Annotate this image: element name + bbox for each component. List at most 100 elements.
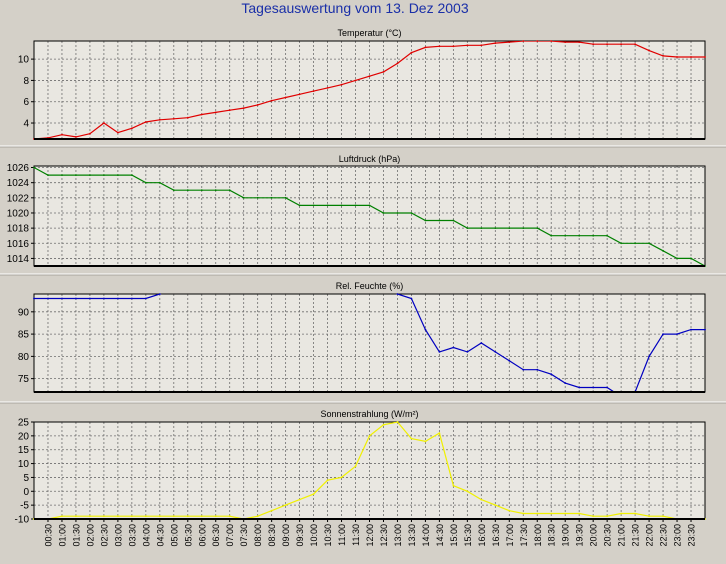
data-point bbox=[186, 515, 189, 518]
data-point bbox=[396, 212, 399, 214]
x-tick-label: 01:00 bbox=[58, 524, 68, 547]
x-tick-label: 07:00 bbox=[225, 524, 235, 547]
x-axis-time-labels: 00:30 01:00 01:30 02:00 02:30 03:00 03:30 04:00… bbox=[44, 519, 697, 547]
data-point bbox=[480, 44, 483, 47]
data-point bbox=[200, 113, 203, 116]
data-point bbox=[606, 386, 608, 389]
data-point bbox=[131, 174, 133, 177]
data-point bbox=[424, 46, 427, 49]
data-point bbox=[676, 257, 678, 260]
x-tick-label: 19:00 bbox=[561, 524, 571, 547]
data-point bbox=[117, 515, 119, 518]
data-point bbox=[564, 234, 567, 237]
data-point bbox=[117, 174, 119, 177]
x-tick-label: 06:30 bbox=[211, 524, 221, 547]
data-point bbox=[103, 515, 105, 518]
data-point bbox=[676, 333, 678, 335]
data-point bbox=[424, 440, 427, 443]
data-point bbox=[75, 297, 77, 300]
data-point bbox=[536, 40, 539, 42]
x-tick-label: 04:00 bbox=[141, 524, 151, 547]
y-tick-label: -10 bbox=[15, 515, 30, 526]
x-tick-label: 10:30 bbox=[323, 524, 333, 547]
data-point bbox=[158, 515, 161, 518]
data-point bbox=[480, 227, 483, 230]
data-point bbox=[592, 515, 595, 518]
data-point bbox=[214, 189, 217, 192]
data-point bbox=[452, 346, 455, 349]
data-point bbox=[103, 122, 105, 124]
data-point bbox=[242, 196, 245, 199]
y-tick-label: 20 bbox=[18, 431, 30, 442]
data-point bbox=[494, 42, 497, 44]
data-point bbox=[620, 43, 622, 46]
data-point bbox=[75, 515, 77, 518]
data-point bbox=[466, 227, 469, 230]
data-point bbox=[131, 297, 133, 300]
data-point bbox=[564, 382, 567, 384]
data-point bbox=[662, 249, 664, 252]
data-point bbox=[61, 133, 63, 136]
data-point bbox=[480, 342, 483, 344]
x-tick-label: 22:30 bbox=[659, 524, 669, 547]
data-point bbox=[494, 227, 497, 230]
data-point bbox=[690, 257, 692, 260]
data-point bbox=[662, 515, 664, 518]
data-point bbox=[424, 219, 427, 222]
data-point bbox=[592, 234, 595, 237]
x-tick-label: 05:30 bbox=[183, 524, 193, 547]
data-point bbox=[634, 242, 636, 245]
data-point bbox=[312, 204, 315, 207]
data-point bbox=[410, 51, 413, 54]
data-point bbox=[466, 44, 469, 47]
data-point bbox=[354, 204, 357, 207]
data-point bbox=[452, 219, 455, 222]
x-tick-label: 18:30 bbox=[547, 524, 557, 547]
x-tick-label: 03:00 bbox=[113, 524, 123, 547]
data-point bbox=[620, 512, 622, 515]
data-point bbox=[592, 386, 595, 389]
data-point bbox=[47, 297, 49, 300]
y-tick-label: 85 bbox=[18, 330, 30, 341]
data-point bbox=[368, 75, 371, 78]
data-point bbox=[536, 227, 539, 230]
data-point bbox=[606, 43, 608, 46]
x-tick-label: 12:30 bbox=[379, 524, 389, 547]
data-point bbox=[452, 484, 455, 487]
data-point bbox=[438, 432, 441, 434]
x-tick-label: 17:00 bbox=[505, 524, 515, 547]
x-tick-label: 19:30 bbox=[575, 524, 585, 547]
x-tick-label: 11:30 bbox=[351, 524, 361, 546]
data-point bbox=[228, 189, 231, 192]
x-tick-label: 00:30 bbox=[44, 524, 54, 547]
y-tick-label: -5 bbox=[20, 501, 29, 512]
data-point bbox=[494, 351, 497, 353]
y-tick-label: 0 bbox=[23, 487, 29, 498]
x-tick-label: 11:00 bbox=[337, 524, 347, 546]
data-point bbox=[410, 437, 413, 440]
y-tick-label: 10 bbox=[18, 55, 30, 66]
y-tick-label: 1026 bbox=[7, 163, 30, 174]
data-point bbox=[47, 174, 49, 177]
x-tick-label: 13:00 bbox=[393, 524, 403, 547]
data-point bbox=[89, 132, 91, 135]
y-tick-label: 5 bbox=[23, 473, 29, 484]
data-point bbox=[186, 189, 189, 192]
data-point bbox=[522, 40, 525, 42]
data-point bbox=[144, 181, 147, 184]
data-point bbox=[690, 56, 692, 58]
y-tick-label: 1014 bbox=[7, 254, 30, 265]
y-tick-label: 8 bbox=[23, 76, 29, 87]
data-point bbox=[61, 515, 63, 518]
x-tick-label: 15:30 bbox=[463, 524, 473, 547]
x-tick-label: 03:30 bbox=[127, 524, 137, 547]
data-point bbox=[438, 351, 441, 353]
y-tick-label: 10 bbox=[18, 459, 30, 470]
x-tick-label: 09:30 bbox=[295, 524, 305, 547]
data-point bbox=[61, 174, 63, 177]
y-tick-label: 75 bbox=[18, 374, 30, 385]
x-tick-label: 17:30 bbox=[519, 524, 529, 547]
data-point bbox=[382, 71, 385, 73]
data-point bbox=[214, 515, 217, 518]
y-tick-label: 1022 bbox=[7, 193, 30, 204]
